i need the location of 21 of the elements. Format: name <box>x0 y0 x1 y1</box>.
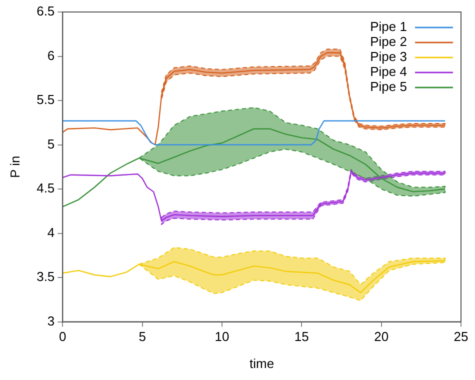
y-tick-label: 5 <box>47 136 55 152</box>
legend-label: Pipe 5 <box>370 79 407 94</box>
legend-label: Pipe 1 <box>370 19 407 34</box>
x-tick-label: 15 <box>294 329 309 344</box>
y-tick-label: 6.5 <box>36 4 55 19</box>
x-axis-title: time <box>250 356 274 371</box>
legend-label: Pipe 4 <box>370 64 407 80</box>
y-tick-label: 4 <box>47 224 55 240</box>
y-tick-label: 5.5 <box>36 92 55 108</box>
x-tick-label: 25 <box>454 329 468 344</box>
y-tick-label: 4.5 <box>36 180 55 196</box>
x-tick-label: 0 <box>59 329 66 344</box>
y-tick-label: 3.5 <box>36 269 55 284</box>
x-tick-label: 20 <box>374 329 389 344</box>
x-tick-label: 5 <box>138 329 146 344</box>
x-tick-label: 10 <box>214 329 230 344</box>
legend-label: Pipe 3 <box>370 49 407 64</box>
y-tick-label: 6 <box>47 48 55 63</box>
y-axis-title: P in <box>7 156 22 178</box>
y-tick-label: 3 <box>47 313 55 328</box>
legend-label: Pipe 2 <box>370 34 407 50</box>
